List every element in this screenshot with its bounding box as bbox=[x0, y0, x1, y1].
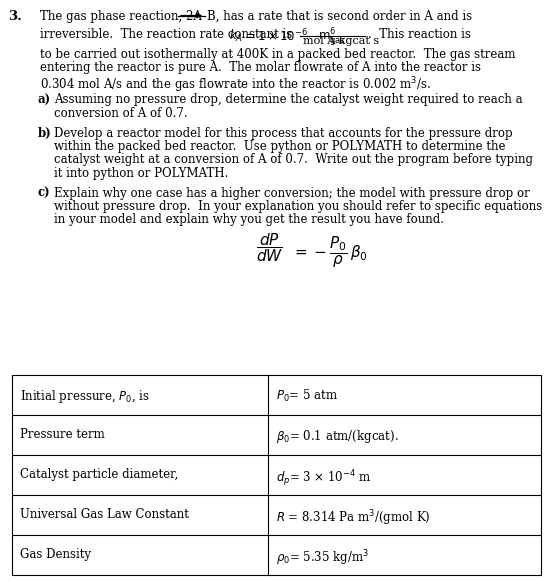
Text: conversion of A of 0.7.: conversion of A of 0.7. bbox=[54, 107, 187, 120]
Text: $\rho_0$= 5.35 kg/m$^3$: $\rho_0$= 5.35 kg/m$^3$ bbox=[276, 548, 369, 568]
Text: $k_A$: $k_A$ bbox=[229, 27, 243, 44]
Text: .  This reaction is: . This reaction is bbox=[368, 27, 471, 41]
Text: Develop a reactor model for this process that accounts for the pressure drop: Develop a reactor model for this process… bbox=[54, 127, 513, 139]
Text: Pressure term: Pressure term bbox=[20, 428, 105, 441]
Text: irreversible.  The reaction rate constant is: irreversible. The reaction rate constant… bbox=[40, 27, 296, 41]
Text: mol A kgcat s: mol A kgcat s bbox=[303, 37, 379, 46]
Text: $\dfrac{dP}{dW}$: $\dfrac{dP}{dW}$ bbox=[257, 231, 284, 264]
Text: in your model and explain why you get the result you have found.: in your model and explain why you get th… bbox=[54, 213, 444, 227]
Text: Explain why one case has a higher conversion; the model with pressure drop or: Explain why one case has a higher conver… bbox=[54, 187, 530, 199]
Text: $\beta_0$= 0.1 atm/(kgcat).: $\beta_0$= 0.1 atm/(kgcat). bbox=[276, 428, 399, 445]
Text: within the packed bed reactor.  Use python or POLYMATH to determine the: within the packed bed reactor. Use pytho… bbox=[54, 140, 505, 153]
Text: $P_0$= 5 atm: $P_0$= 5 atm bbox=[276, 388, 338, 404]
Text: Gas Density: Gas Density bbox=[20, 548, 91, 561]
Text: $=1\times10^{-6}$: $=1\times10^{-6}$ bbox=[243, 27, 308, 44]
Text: to be carried out isothermally at 400K in a packed bed reactor.  The gas stream: to be carried out isothermally at 400K i… bbox=[40, 48, 515, 61]
Text: The gas phase reaction, 2A: The gas phase reaction, 2A bbox=[40, 10, 202, 23]
Bar bbox=[12, 375, 541, 575]
Text: $d_p$= 3 $\times$ 10$^{-4}$ m: $d_p$= 3 $\times$ 10$^{-4}$ m bbox=[276, 468, 372, 489]
Text: $\mathrm{m^6_{gas}}$: $\mathrm{m^6_{gas}}$ bbox=[318, 27, 346, 48]
Text: it into python or POLYMATH.: it into python or POLYMATH. bbox=[54, 167, 228, 180]
Text: 3.: 3. bbox=[8, 10, 22, 23]
Text: without pressure drop.  In your explanation you should refer to specific equatio: without pressure drop. In your explanati… bbox=[54, 200, 542, 213]
Text: B, has a rate that is second order in A and is: B, has a rate that is second order in A … bbox=[207, 10, 472, 23]
Text: Universal Gas Law Constant: Universal Gas Law Constant bbox=[20, 508, 189, 521]
Text: a): a) bbox=[38, 94, 51, 106]
Text: Initial pressure, $P_0$, is: Initial pressure, $P_0$, is bbox=[20, 388, 150, 405]
Text: c): c) bbox=[38, 187, 51, 199]
Text: $R$ = 8.314 Pa m$^3$/(gmol K): $R$ = 8.314 Pa m$^3$/(gmol K) bbox=[276, 508, 431, 528]
Text: Catalyst particle diameter,: Catalyst particle diameter, bbox=[20, 468, 178, 481]
Text: Assuming no pressure drop, determine the catalyst weight required to reach a: Assuming no pressure drop, determine the… bbox=[54, 94, 523, 106]
Text: b): b) bbox=[38, 127, 52, 139]
Text: entering the reactor is pure A.  The molar flowrate of A into the reactor is: entering the reactor is pure A. The mola… bbox=[40, 62, 481, 74]
Text: 0.304 mol A/s and the gas flowrate into the reactor is 0.002 m$^3$/s.: 0.304 mol A/s and the gas flowrate into … bbox=[40, 75, 431, 95]
Text: $= -\dfrac{P_0}{\rho}\,\beta_0$: $= -\dfrac{P_0}{\rho}\,\beta_0$ bbox=[293, 235, 369, 270]
Text: catalyst weight at a conversion of A of 0.7.  Write out the program before typin: catalyst weight at a conversion of A of … bbox=[54, 153, 533, 167]
